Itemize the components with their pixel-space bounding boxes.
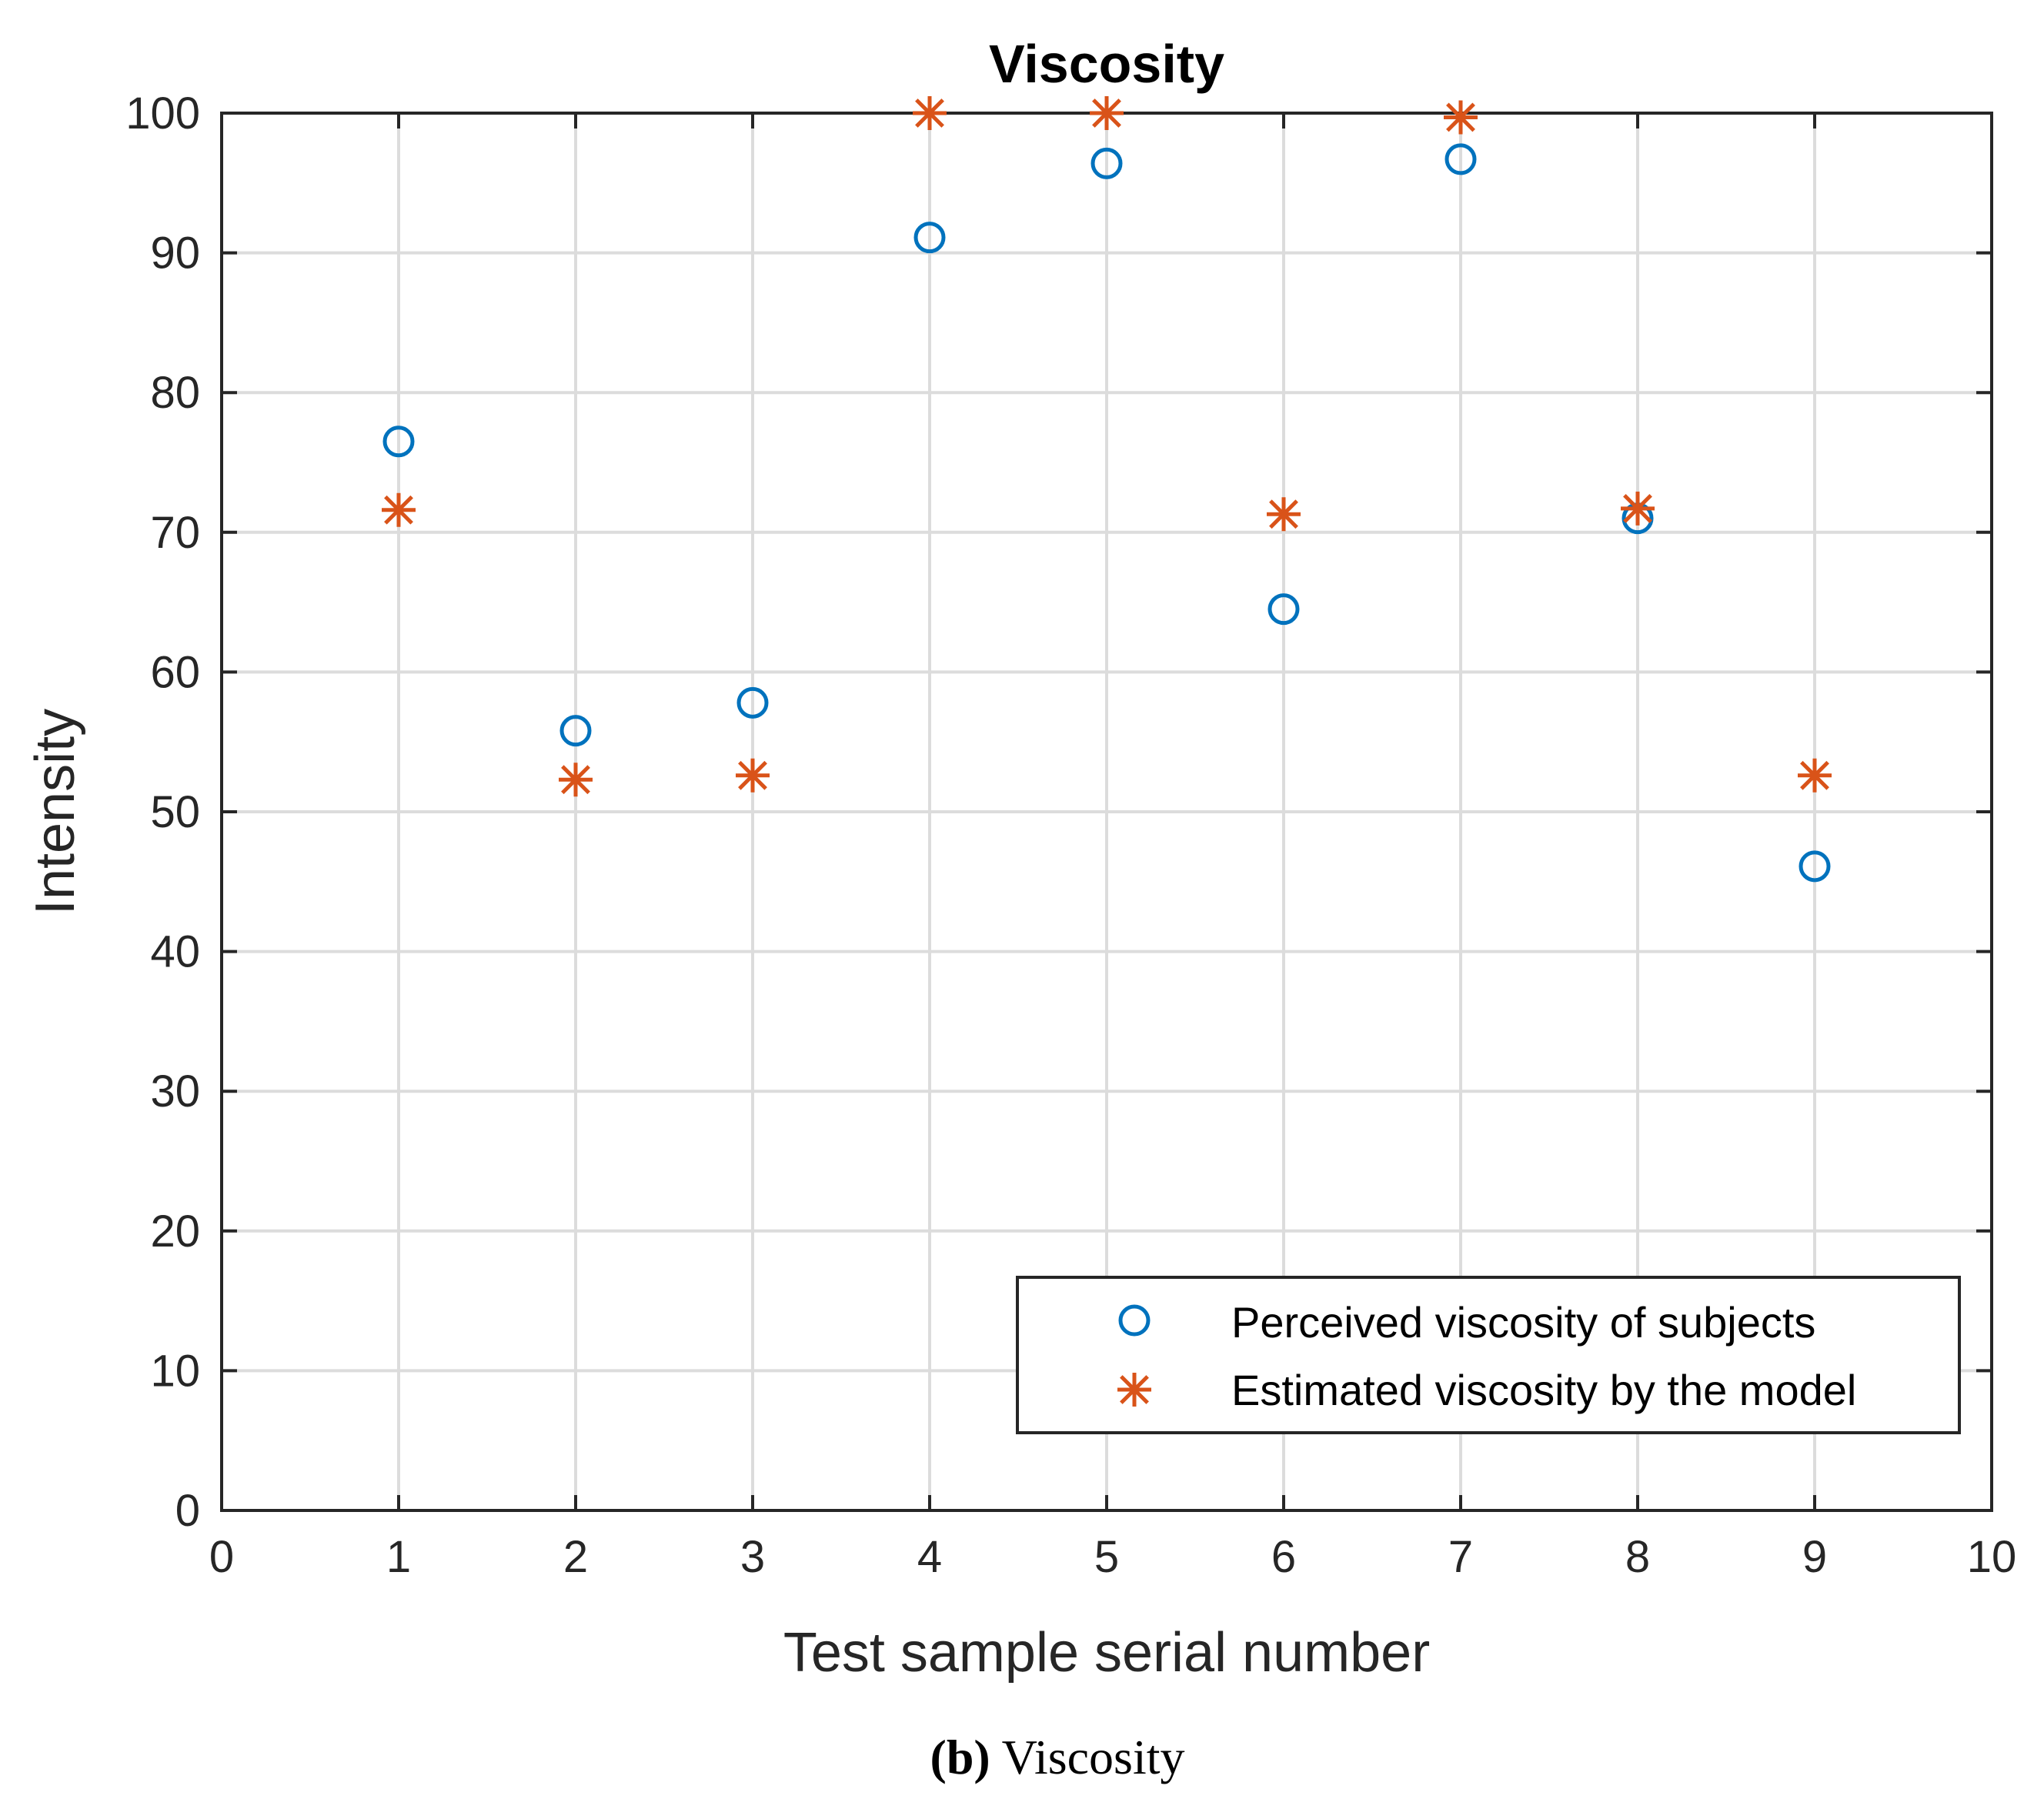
estimated-point (1798, 758, 1832, 793)
legend-marker-estimated (1117, 1373, 1151, 1407)
x-tick-label: 0 (209, 1532, 234, 1582)
chart-title: Viscosity (989, 34, 1224, 94)
estimated-point (1090, 96, 1124, 130)
x-tick-label: 1 (386, 1532, 411, 1582)
perceived-point (1799, 850, 1831, 883)
legend-label-estimated: Estimated viscosity by the model (1231, 1366, 1856, 1414)
x-tick-label: 4 (917, 1532, 942, 1582)
caption-text: Viscosity (1002, 1730, 1185, 1784)
caption-label: (b) (930, 1730, 990, 1784)
y-tick-label: 70 (150, 508, 200, 558)
y-tick-label: 90 (150, 229, 200, 279)
legend-asterisk-marker (1117, 1373, 1151, 1407)
estimated-point (736, 758, 770, 793)
y-tick-label: 50 (150, 787, 200, 837)
perceived-point (913, 222, 946, 254)
data-marks (382, 96, 1832, 883)
x-tick-label: 3 (740, 1532, 765, 1582)
estimated-point (1267, 497, 1301, 532)
perceived-point (559, 715, 592, 747)
y-tick-label: 10 (150, 1346, 200, 1396)
y-tick-label: 60 (150, 647, 200, 697)
y-tick-label: 40 (150, 927, 200, 977)
legend-label-perceived: Perceived viscosity of subjects (1231, 1298, 1815, 1347)
y-axis-title: Intensity (25, 709, 86, 915)
estimated-point (1444, 100, 1478, 135)
perceived-point (736, 686, 769, 719)
perceived-point (1090, 147, 1123, 179)
perceived-point (382, 426, 415, 458)
y-tick-label: 100 (125, 88, 200, 139)
legend: Perceived viscosity of subjects Estimate… (1016, 1276, 1961, 1434)
x-tick-label: 6 (1271, 1532, 1296, 1582)
y-tick-label: 80 (150, 368, 200, 418)
legend-circle-marker (1118, 1304, 1151, 1337)
x-tick-label: 8 (1625, 1532, 1650, 1582)
x-tick-label: 9 (1802, 1532, 1827, 1582)
perceived-point (1444, 143, 1477, 175)
x-tick-label: 2 (563, 1532, 588, 1582)
estimated-point (913, 96, 947, 130)
figure-caption: (b) Viscosity (930, 1730, 1185, 1784)
grid-lines (222, 113, 1992, 1510)
x-axis-title: Test sample serial number (783, 1622, 1430, 1684)
estimated-point (1621, 491, 1655, 526)
x-tick-label: 5 (1094, 1532, 1119, 1582)
y-tick-label: 20 (150, 1207, 200, 1257)
x-tick-label: 10 (1967, 1532, 2017, 1582)
legend-marker-perceived (1118, 1304, 1151, 1337)
x-tick-label: 7 (1448, 1532, 1473, 1582)
perceived-point (1267, 593, 1300, 626)
estimated-point (382, 492, 416, 527)
legend-box (1016, 1276, 1961, 1434)
y-tick-label: 0 (175, 1486, 200, 1536)
y-tick-label: 30 (150, 1066, 200, 1116)
estimated-point (559, 763, 593, 797)
